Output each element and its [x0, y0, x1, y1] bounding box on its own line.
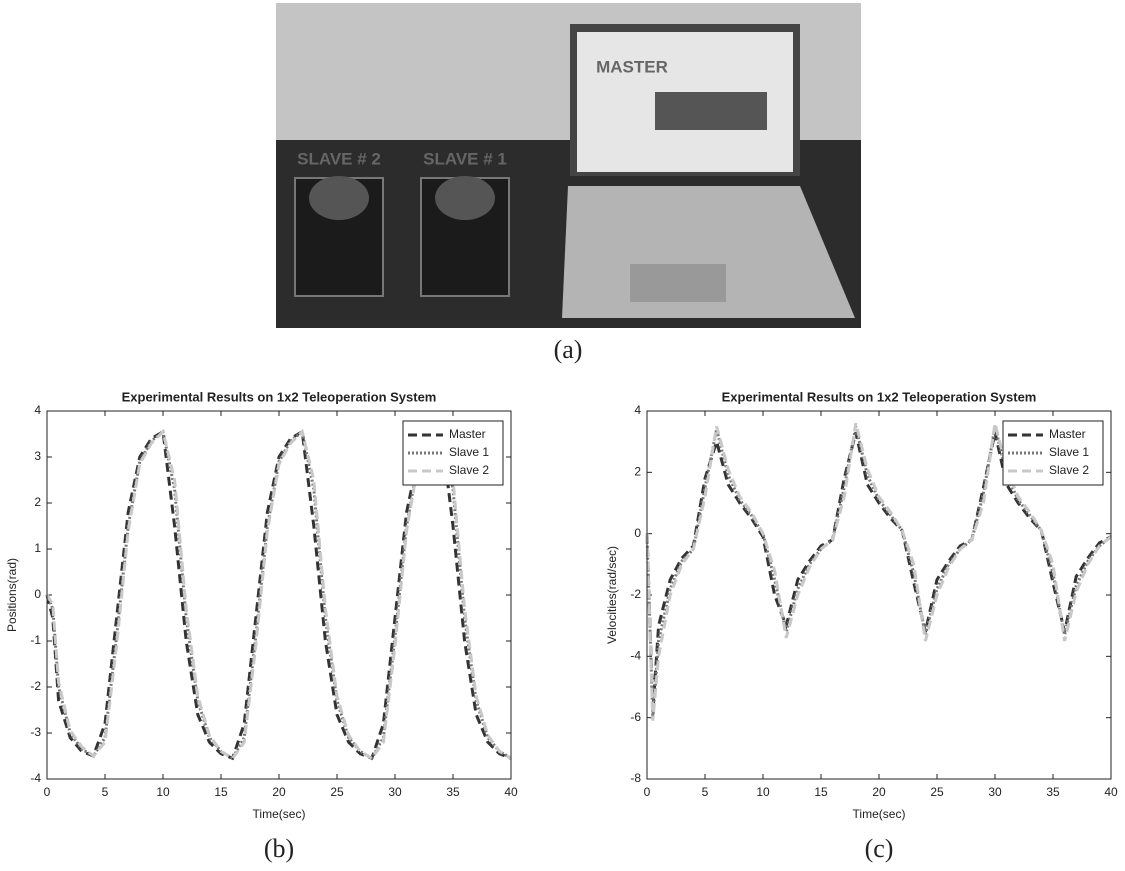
- y-tick-label: 0: [34, 587, 41, 601]
- photo: MASTER SLAVE # 2 SLAVE # 1: [276, 3, 861, 328]
- photo-label: MASTER: [596, 57, 668, 76]
- photo-disk: [309, 176, 369, 220]
- y-tick-label: 3: [34, 449, 41, 463]
- photo-label: SLAVE # 2: [297, 149, 381, 168]
- x-tick-label: 25: [930, 785, 944, 799]
- y-tick-label: -1: [30, 633, 41, 647]
- legend-label: Master: [1049, 427, 1086, 441]
- photo-plot: [655, 92, 767, 130]
- y-tick-label: 2: [634, 465, 641, 479]
- series-line: [645, 432, 1112, 712]
- legend-box: [402, 420, 504, 486]
- x-tick-label: 25: [330, 785, 344, 799]
- x-tick-label: 0: [44, 785, 51, 799]
- y-tick-label: -2: [630, 587, 641, 601]
- y-axis-label: Velocities(rad/sec): [605, 546, 619, 644]
- x-tick-label: 15: [814, 785, 828, 799]
- y-tick-label: -2: [30, 679, 41, 693]
- caption: (c): [865, 834, 894, 863]
- y-tick-label: -4: [630, 649, 641, 663]
- chart-title: Experimental Results on 1x2 Teleoperatio…: [722, 389, 1037, 404]
- legend-box: [1002, 420, 1104, 486]
- x-tick-label: 5: [702, 785, 709, 799]
- y-axis-label: Positions(rad): [5, 558, 19, 632]
- legend-label: Slave 2: [449, 463, 489, 477]
- y-tick-label: 2: [34, 495, 41, 509]
- x-tick-label: 10: [756, 785, 770, 799]
- y-tick-label: 4: [634, 403, 641, 417]
- y-tick-label: 1: [34, 541, 41, 555]
- x-tick-label: 35: [446, 785, 460, 799]
- x-tick-label: 40: [504, 785, 518, 799]
- legend-label: Slave 1: [1049, 445, 1089, 459]
- photo-touchpad: [630, 264, 726, 302]
- caption: (b): [264, 834, 294, 863]
- caption: (a): [554, 335, 583, 364]
- y-tick-label: -8: [630, 771, 641, 785]
- series-line: [645, 422, 1112, 721]
- plot-frame: [646, 410, 1112, 780]
- y-tick-label: 4: [34, 403, 41, 417]
- y-tick-label: 0: [634, 526, 641, 540]
- chart-title: Experimental Results on 1x2 Teleoperatio…: [122, 389, 437, 404]
- x-tick-label: 10: [156, 785, 170, 799]
- x-tick-label: 30: [388, 785, 402, 799]
- legend-label: Slave 2: [1049, 463, 1089, 477]
- x-tick-label: 0: [644, 785, 651, 799]
- x-tick-label: 20: [272, 785, 286, 799]
- x-tick-label: 20: [872, 785, 886, 799]
- x-tick-label: 15: [214, 785, 228, 799]
- x-axis-label: Time(sec): [853, 807, 906, 821]
- x-tick-label: 35: [1046, 785, 1060, 799]
- plot-frame: [46, 410, 512, 780]
- photo-disk: [435, 176, 495, 220]
- y-tick-label: -4: [30, 771, 41, 785]
- x-tick-label: 40: [1104, 785, 1118, 799]
- legend-label: Slave 1: [449, 445, 489, 459]
- x-axis-label: Time(sec): [253, 807, 306, 821]
- photo-label: SLAVE # 1: [423, 149, 507, 168]
- legend-label: Master: [449, 427, 486, 441]
- y-tick-label: -3: [30, 725, 41, 739]
- x-tick-label: 30: [988, 785, 1002, 799]
- series-line: [45, 429, 512, 761]
- y-tick-label: -6: [630, 710, 641, 724]
- x-tick-label: 5: [102, 785, 109, 799]
